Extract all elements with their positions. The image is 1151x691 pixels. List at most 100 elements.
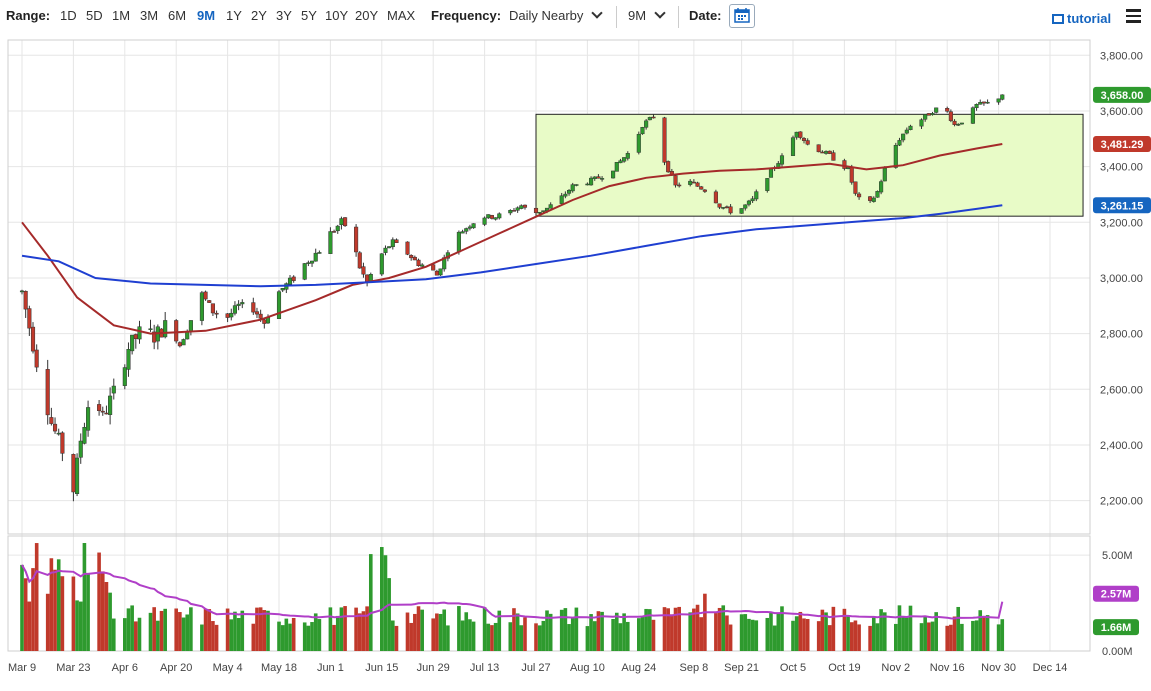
candle-body (570, 184, 575, 192)
candle-body (739, 208, 744, 214)
candle-body (163, 320, 168, 338)
range-1d-button[interactable]: 1D (60, 8, 77, 23)
candle-body (805, 140, 810, 145)
volume-bar (739, 614, 744, 651)
volume-bar (677, 606, 681, 651)
candle-body (611, 170, 616, 179)
period-dropdown[interactable]: 9M (628, 7, 666, 23)
candle-body (60, 432, 65, 454)
candle-body (522, 204, 528, 208)
moving-average-line-short (21, 143, 1003, 335)
price-tag-box (1093, 86, 1151, 103)
candle-body (409, 255, 414, 259)
volume-bar (842, 608, 847, 651)
range-3m-button[interactable]: 3M (140, 8, 159, 23)
candle-body (412, 256, 417, 261)
volume-bar (75, 600, 79, 651)
tutorial-link[interactable]: tutorial (1052, 11, 1111, 26)
volume-bar (846, 615, 850, 651)
candle-body (592, 176, 597, 179)
date-picker-button[interactable] (729, 4, 755, 28)
volume-bar (905, 617, 909, 651)
price-chart[interactable]: 3,800.00 3,600.00 3,400.00 3,200.00 3,000.00… (0, 34, 1151, 691)
candle-body (122, 367, 127, 386)
volume-axis-tick-label: 0.00M (1102, 646, 1133, 658)
volume-bar (567, 624, 571, 651)
candle-body (970, 107, 975, 124)
volume-bar (644, 608, 648, 651)
volume-bar (618, 623, 623, 651)
candle-body (548, 204, 553, 209)
range-10y-button[interactable]: 10Y (325, 8, 349, 23)
volume-bar (857, 624, 861, 651)
candle-body (199, 292, 204, 321)
candle-body (276, 291, 282, 319)
volume-bar (435, 613, 439, 651)
calendar-icon (734, 8, 750, 23)
range-1y-button[interactable]: 1Y (226, 8, 242, 23)
volume-bar (960, 623, 964, 651)
candle-body (181, 339, 186, 346)
volume-bar (174, 608, 178, 651)
volume-bar (512, 608, 516, 651)
volume-axis-tick-label: 5.00M (1102, 550, 1133, 562)
candle-body (695, 182, 700, 187)
volume-bar (868, 625, 872, 651)
volume-bar (985, 615, 990, 651)
range-max-button[interactable]: MAX (387, 8, 416, 23)
volume-bar (159, 610, 164, 651)
candle-body (302, 263, 307, 280)
candle-body (541, 210, 546, 213)
volume-bar (754, 620, 759, 651)
volume-bar (420, 609, 424, 651)
volume-bar (596, 611, 601, 651)
candle-body (52, 423, 58, 432)
range-6m-button[interactable]: 6M (168, 8, 187, 23)
volume-tag-label: 1.66M (1101, 622, 1132, 634)
candle-body (27, 308, 32, 329)
candle-body (225, 313, 230, 318)
candle-body (251, 302, 256, 313)
volume-bar (354, 607, 358, 651)
candle-body (379, 253, 384, 275)
candle-body (97, 404, 102, 412)
range-3y-button[interactable]: 3Y (276, 8, 292, 23)
date-label: Date: (689, 8, 722, 23)
volume-bar (185, 614, 190, 651)
range-5y-button[interactable]: 5Y (301, 8, 317, 23)
chart-axes: 3,800.00 3,600.00 3,400.00 3,200.00 3,000.00… (8, 50, 1143, 674)
range-1m-button[interactable]: 1M (112, 8, 131, 23)
hamburger-menu-icon[interactable] (1126, 9, 1141, 23)
volume-bar (163, 608, 167, 651)
volume-bar (387, 578, 391, 651)
volume-bar (225, 608, 230, 651)
volume-bar (45, 593, 50, 651)
candle-body (666, 161, 671, 173)
price-axis-tick-label: 3,000.00 (1100, 273, 1143, 285)
range-9m-button[interactable]: 9M (197, 8, 216, 23)
candle-body (724, 206, 729, 208)
candle-body (357, 252, 362, 269)
range-20y-button[interactable]: 20Y (355, 8, 379, 23)
x-axis-tick-label: Nov 2 (881, 662, 910, 674)
frequency-dropdown[interactable]: Daily Nearby (509, 7, 604, 23)
x-axis-tick-label: Sep 8 (679, 662, 708, 674)
volume-bar (875, 623, 880, 651)
price-axis-tick-label: 3,800.00 (1100, 50, 1143, 62)
candle-body (86, 407, 91, 431)
volume-bar (600, 611, 604, 651)
candle-body (390, 239, 395, 248)
volume-bar (181, 617, 186, 651)
range-5d-button[interactable]: 5D (86, 8, 103, 23)
x-axis-tick-label: Mar 9 (8, 662, 36, 674)
volume-bar (332, 624, 336, 651)
range-2y-button[interactable]: 2Y (251, 8, 267, 23)
volume-bar (927, 622, 931, 651)
volume-bar (78, 601, 83, 651)
candle-body (691, 181, 696, 184)
period-value: 9M (628, 8, 647, 23)
volume-average-line (21, 564, 1004, 620)
price-axis-tick-label: 3,600.00 (1100, 106, 1143, 118)
candle-body (511, 210, 517, 212)
candle-body (328, 231, 333, 254)
